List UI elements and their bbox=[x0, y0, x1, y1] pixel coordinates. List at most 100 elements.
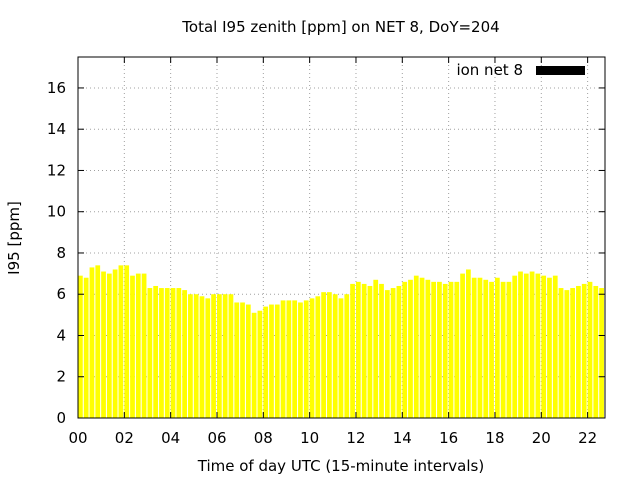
x-tick-label: 08 bbox=[254, 429, 273, 447]
bar bbox=[269, 304, 274, 418]
bar bbox=[118, 265, 124, 418]
bar bbox=[147, 288, 153, 418]
bar bbox=[523, 273, 529, 418]
bar bbox=[500, 281, 506, 418]
bar bbox=[570, 288, 576, 418]
bar bbox=[402, 281, 408, 418]
bar bbox=[587, 281, 593, 418]
bar bbox=[193, 294, 199, 418]
bar bbox=[593, 285, 599, 418]
y-tick-label: 14 bbox=[47, 120, 66, 138]
bar bbox=[408, 279, 413, 418]
bar bbox=[332, 294, 338, 418]
bar bbox=[518, 271, 523, 418]
y-tick-label: 4 bbox=[56, 326, 66, 344]
x-tick-label: 02 bbox=[115, 429, 134, 447]
bar bbox=[245, 304, 251, 418]
bar bbox=[547, 277, 552, 418]
bar bbox=[437, 281, 442, 418]
bar bbox=[176, 288, 182, 418]
bar bbox=[321, 292, 326, 418]
bar bbox=[83, 277, 89, 418]
bar bbox=[292, 300, 298, 418]
y-tick-label: 2 bbox=[56, 368, 66, 386]
bar bbox=[309, 298, 315, 418]
bar bbox=[558, 288, 564, 418]
bar bbox=[135, 273, 141, 418]
x-tick-label: 04 bbox=[161, 429, 180, 447]
bar bbox=[211, 294, 216, 418]
chart-title: Total I95 zenith [ppm] on NET 8, DoY=204 bbox=[181, 18, 499, 36]
bar bbox=[466, 269, 471, 418]
bar bbox=[494, 277, 500, 418]
bar bbox=[477, 277, 483, 418]
bar bbox=[159, 288, 164, 418]
bar bbox=[483, 279, 489, 418]
legend-label: ion net 8 bbox=[456, 61, 523, 79]
bar bbox=[361, 283, 367, 418]
bar bbox=[448, 281, 454, 418]
bar bbox=[396, 285, 402, 418]
bar bbox=[460, 273, 465, 418]
bar bbox=[442, 283, 448, 418]
x-tick-label: 22 bbox=[578, 429, 597, 447]
y-tick-label: 0 bbox=[56, 409, 66, 427]
bar bbox=[489, 281, 494, 418]
bar bbox=[274, 304, 280, 418]
y-tick-label: 6 bbox=[56, 285, 66, 303]
bar bbox=[95, 265, 101, 418]
x-tick-label: 00 bbox=[68, 429, 87, 447]
bar bbox=[512, 275, 518, 418]
x-tick-label: 12 bbox=[346, 429, 365, 447]
bar bbox=[130, 275, 135, 418]
ticks bbox=[77, 57, 605, 419]
bar bbox=[216, 294, 222, 418]
bar bbox=[257, 310, 263, 418]
legend-swatch bbox=[536, 66, 585, 75]
bar bbox=[234, 302, 240, 418]
bar bbox=[552, 275, 558, 418]
x-tick-label: 14 bbox=[393, 429, 412, 447]
bar bbox=[367, 285, 373, 418]
bar bbox=[471, 277, 477, 418]
bar bbox=[599, 288, 604, 418]
bar bbox=[112, 269, 118, 418]
bar bbox=[124, 265, 130, 418]
bar bbox=[338, 298, 344, 418]
bar bbox=[280, 300, 286, 418]
x-tick-label: 06 bbox=[207, 429, 226, 447]
y-tick-label: 16 bbox=[47, 79, 66, 97]
bar bbox=[315, 296, 321, 418]
bar bbox=[564, 290, 570, 418]
bar bbox=[170, 288, 176, 418]
bar bbox=[419, 277, 425, 418]
x-tick-label: 10 bbox=[300, 429, 319, 447]
bar bbox=[454, 281, 460, 418]
bar bbox=[344, 294, 350, 418]
bar bbox=[379, 283, 384, 418]
bar bbox=[141, 273, 147, 418]
bar bbox=[240, 302, 245, 418]
x-tick-label: 20 bbox=[532, 429, 551, 447]
bar bbox=[164, 288, 170, 418]
bar bbox=[228, 294, 234, 418]
bar bbox=[188, 294, 193, 418]
bar bbox=[413, 275, 419, 418]
legend: ion net 8 bbox=[456, 61, 585, 79]
bar bbox=[506, 281, 512, 418]
x-axis-label: Time of day UTC (15-minute intervals) bbox=[197, 457, 484, 475]
bar bbox=[425, 279, 431, 418]
bar bbox=[89, 267, 95, 418]
bar bbox=[303, 300, 309, 418]
y-axis-label: I95 [ppm] bbox=[5, 201, 23, 275]
bar bbox=[298, 302, 303, 418]
bar bbox=[384, 290, 390, 418]
bar bbox=[576, 285, 581, 418]
bar bbox=[263, 306, 269, 418]
bar bbox=[350, 283, 355, 418]
y-tick-label: 8 bbox=[56, 244, 66, 262]
bar bbox=[581, 283, 587, 418]
bar bbox=[431, 281, 437, 418]
bar bbox=[373, 279, 379, 418]
bar bbox=[153, 285, 159, 418]
